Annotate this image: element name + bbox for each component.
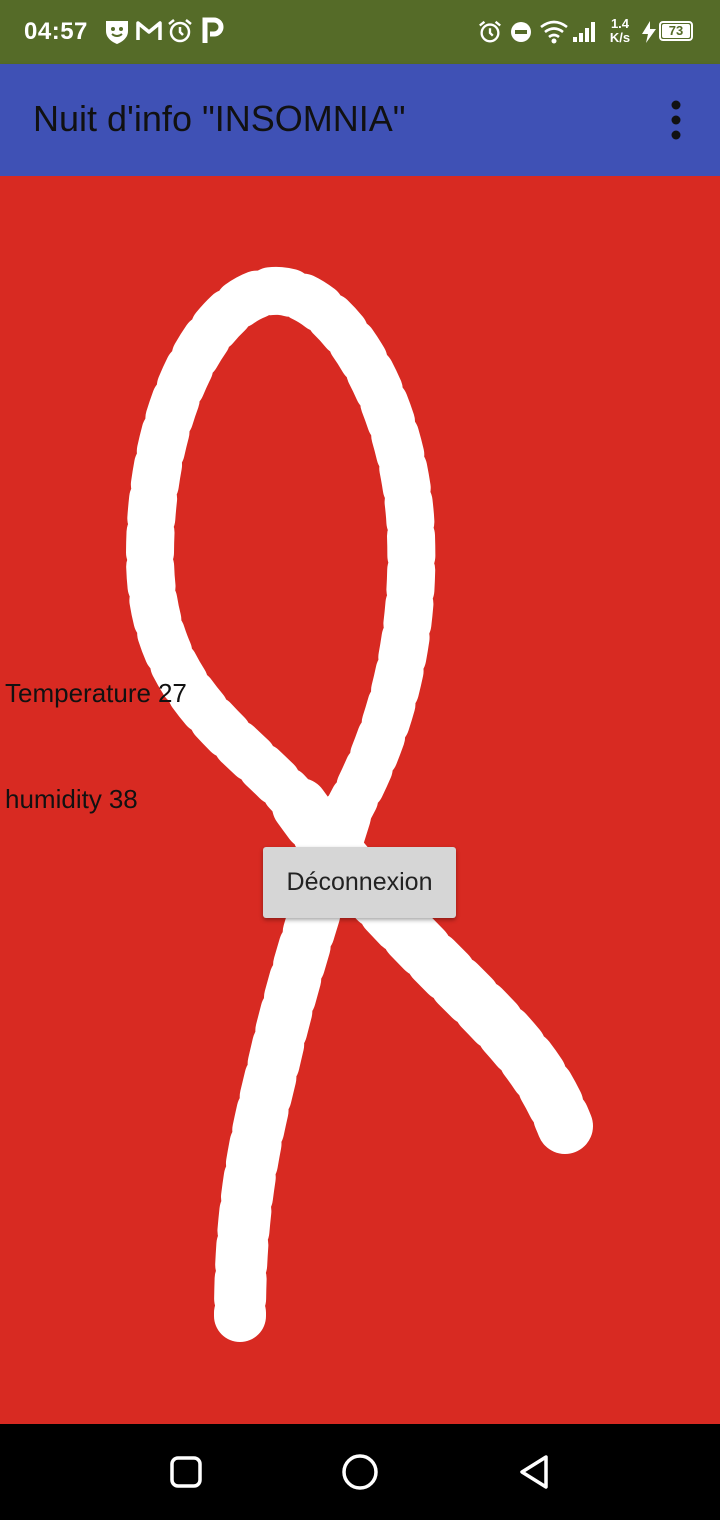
parking-icon — [202, 17, 224, 43]
signal-icon — [573, 22, 595, 42]
humidity-value: 38 — [108, 784, 138, 814]
home-circle-icon[interactable] — [338, 1450, 382, 1494]
logout-button[interactable]: Déconnexion — [263, 847, 456, 918]
net-speed-unit: K/s — [609, 30, 631, 45]
net-speed: 1.4 K/s — [604, 17, 636, 45]
temperature-reading: Temperature 27 — [5, 678, 187, 709]
temperature-label: Temperature — [5, 678, 151, 708]
gmail-icon — [136, 21, 162, 40]
humidity-label: humidity — [5, 784, 102, 814]
navigation-bar — [0, 1424, 720, 1520]
wifi-icon — [540, 20, 568, 44]
alarm-icon — [168, 19, 192, 43]
shield-face-icon — [106, 21, 128, 44]
app-title: Nuit d'info "INSOMNIA" — [33, 98, 406, 139]
main-content: Temperature 27 humidity 38 Déconnexion — [0, 176, 720, 1424]
recents-square-icon[interactable] — [164, 1450, 208, 1494]
humidity-reading: humidity 38 — [5, 784, 138, 815]
do-not-disturb-icon — [511, 22, 531, 42]
temperature-value: 27 — [157, 678, 187, 708]
more-vert-icon[interactable] — [656, 94, 696, 146]
battery-icon: 73 — [659, 21, 693, 41]
status-time: 04:57 — [24, 18, 88, 45]
net-speed-value: 1.4 — [610, 16, 630, 31]
back-triangle-icon[interactable] — [512, 1450, 556, 1494]
alarm-icon — [479, 20, 501, 43]
charging-icon — [642, 21, 656, 43]
app-bar: Nuit d'info "INSOMNIA" — [0, 64, 720, 176]
status-bar: 04:57 — [0, 0, 720, 64]
battery-level: 73 — [662, 24, 690, 38]
